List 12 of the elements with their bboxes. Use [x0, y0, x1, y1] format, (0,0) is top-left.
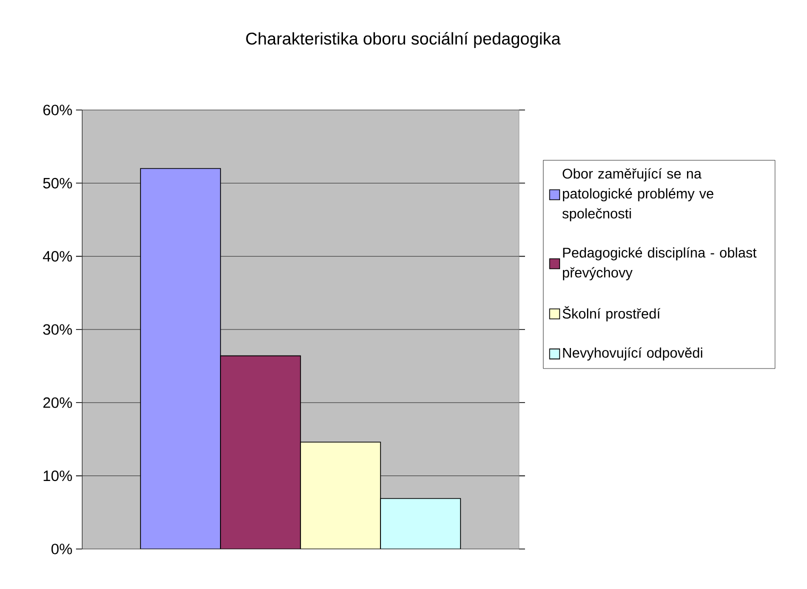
y-tick-label: 20% [43, 397, 72, 408]
y-tick-label: 60% [43, 104, 72, 116]
legend-label: Obor zaměřující se na patologické problémy ve společnosti [562, 168, 714, 222]
y-tick-label: 30% [43, 324, 72, 335]
y-tick-label: 40% [42, 251, 72, 262]
chart-title: Charakteristika oboru sociální pedagogika [246, 32, 561, 48]
y-tick-label: 50% [43, 178, 72, 188]
legend-label: Nevyhovující odpovědi [563, 347, 702, 361]
y-tick-label: 0% [51, 544, 72, 554]
legend-label: Školní prostředí [562, 306, 660, 322]
y-tick-label: 10% [44, 470, 72, 482]
legend-label: Pedagogické disciplína - oblast převýchovy [562, 247, 756, 280]
